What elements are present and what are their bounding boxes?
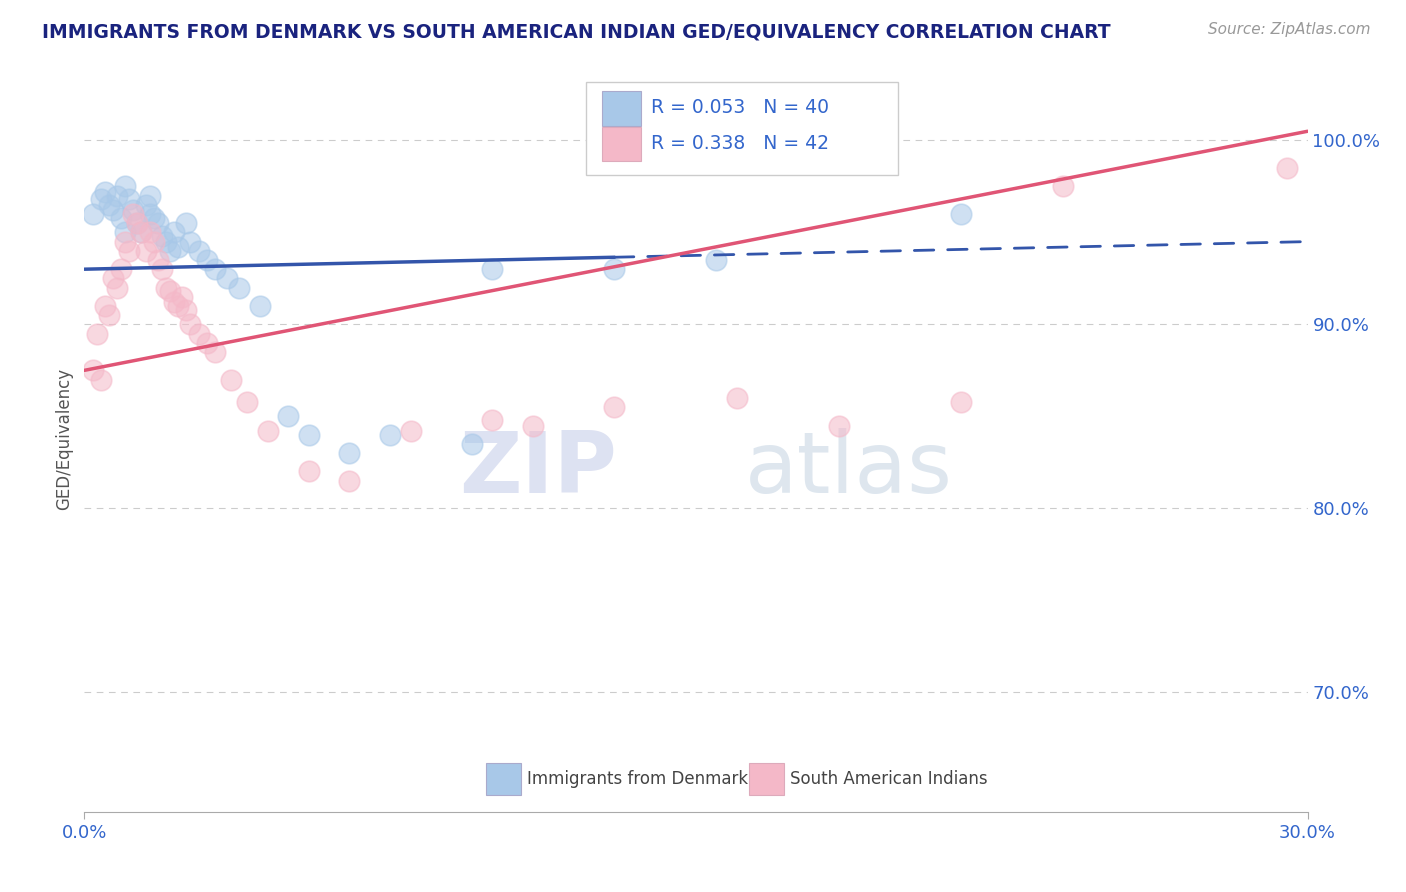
Text: ZIP: ZIP [458,427,616,510]
Point [174,216,197,230]
Point [179,235,201,249]
Point [603,262,626,277]
Point [174,302,197,317]
Point [82,363,104,377]
Point [828,418,851,433]
Point [179,318,201,332]
Point [159,244,181,258]
Point [159,285,181,299]
Point [399,424,422,438]
Point [118,192,141,206]
Point [950,394,973,409]
Point [142,211,165,225]
Point [93,299,115,313]
Point [228,280,250,294]
Point [163,226,186,240]
Point [461,437,484,451]
Point [217,271,239,285]
Point [249,299,271,313]
Point [219,372,242,386]
Point [114,179,136,194]
Point [1052,179,1074,194]
FancyBboxPatch shape [602,128,641,161]
Point [195,335,218,350]
Point [146,216,169,230]
FancyBboxPatch shape [586,82,898,175]
Point [950,207,973,221]
Text: R = 0.053   N = 40: R = 0.053 N = 40 [651,98,828,118]
Text: R = 0.338   N = 42: R = 0.338 N = 42 [651,134,828,153]
Point [97,198,120,212]
Y-axis label: GED/Equivalency: GED/Equivalency [55,368,73,510]
Point [163,295,186,310]
Point [127,216,149,230]
Point [131,226,153,240]
Point [118,244,141,258]
Text: atlas: atlas [745,427,953,510]
Point [82,207,104,221]
Point [131,226,153,240]
Point [97,308,120,322]
Point [135,244,157,258]
Point [187,326,209,341]
Point [155,235,177,249]
Point [86,326,108,341]
Point [101,271,124,285]
Point [380,427,402,442]
Point [142,235,165,249]
Point [725,391,748,405]
FancyBboxPatch shape [748,764,785,795]
Point [236,394,259,409]
Text: Source: ZipAtlas.com: Source: ZipAtlas.com [1208,22,1371,37]
Point [481,262,503,277]
Point [138,207,160,221]
Point [187,244,209,258]
Point [706,252,728,267]
Point [110,211,132,225]
Point [114,226,136,240]
Point [150,229,173,244]
Point [122,203,145,218]
FancyBboxPatch shape [602,92,641,126]
Point [114,235,136,249]
Point [481,413,503,427]
Point [146,252,169,267]
Point [122,207,145,221]
Text: South American Indians: South American Indians [790,770,988,788]
Text: Immigrants from Denmark: Immigrants from Denmark [527,770,748,788]
Point [127,216,149,230]
Point [172,290,194,304]
Point [105,188,128,202]
Point [90,372,112,386]
Point [277,409,299,424]
Text: IMMIGRANTS FROM DENMARK VS SOUTH AMERICAN INDIAN GED/EQUIVALENCY CORRELATION CHA: IMMIGRANTS FROM DENMARK VS SOUTH AMERICA… [42,22,1111,41]
Point [1277,161,1299,175]
Point [195,252,218,267]
Point [257,424,280,438]
Point [167,240,190,254]
Point [110,262,132,277]
Point [603,400,626,414]
Point [298,427,321,442]
Point [155,280,177,294]
Point [150,262,173,277]
Point [90,192,112,206]
Point [101,203,124,218]
Point [522,418,544,433]
Point [138,226,160,240]
FancyBboxPatch shape [485,764,522,795]
Point [204,262,226,277]
Point [93,185,115,199]
Point [105,280,128,294]
Point [204,345,226,359]
Point [135,198,157,212]
Point [298,465,321,479]
Point [167,299,190,313]
Point [138,188,160,202]
Point [339,474,361,488]
Point [339,446,361,460]
